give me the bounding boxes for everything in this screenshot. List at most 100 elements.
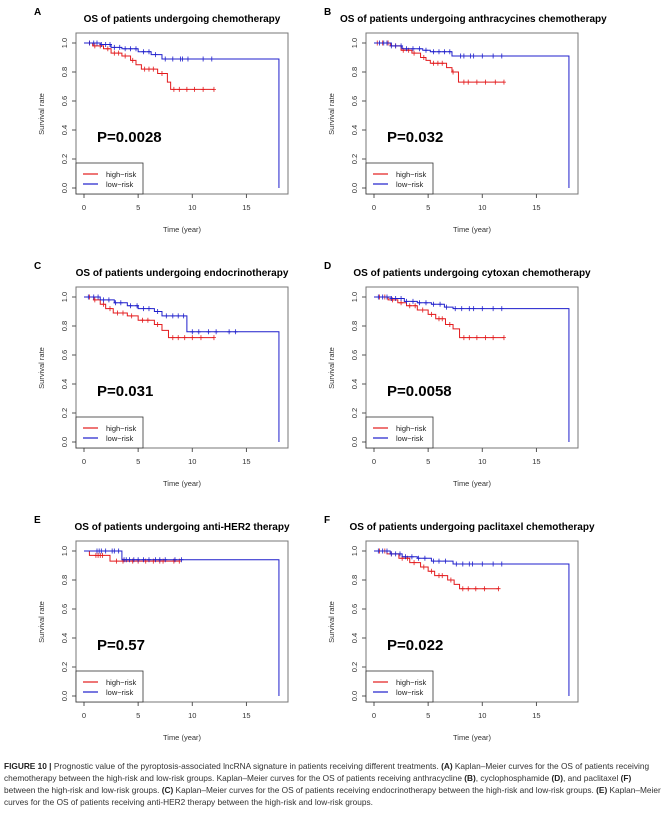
high-risk-censor-mark (431, 60, 436, 66)
low-risk-censor-mark (185, 56, 190, 62)
caption-ref: (F) (620, 773, 632, 783)
low-risk-censor-mark (404, 46, 409, 52)
low-risk-censor-mark (459, 306, 464, 312)
p-value: P=0.57 (97, 637, 145, 654)
low-risk-censor-mark (431, 49, 436, 55)
high-risk-censor-mark (491, 335, 496, 341)
high-risk-censor-mark (412, 50, 417, 56)
low-risk-censor-mark (103, 548, 108, 554)
y-tick-label: 0.8 (350, 321, 359, 331)
low-risk-censor-mark (141, 557, 146, 563)
km-plot: D OS of patients undergoing cytoxan chemo… (324, 261, 591, 488)
high-risk-censor-mark (176, 335, 181, 341)
low-risk-censor-mark (117, 44, 122, 50)
low-risk-censor-mark (96, 294, 101, 300)
x-tick-label: 10 (188, 457, 196, 466)
low-risk-censor-mark (384, 40, 389, 46)
low-risk-censor-mark (116, 548, 121, 554)
caption-ref: (C) (161, 785, 174, 795)
low-risk-censor-mark (376, 548, 381, 554)
p-value: P=0.0028 (97, 129, 162, 146)
high-risk-censor-mark (92, 43, 97, 49)
low-risk-censor-mark (170, 56, 175, 62)
legend-box (365, 670, 434, 703)
x-tick-label: 0 (372, 711, 376, 720)
high-risk-censor-mark (407, 303, 412, 309)
low-risk-censor-mark (99, 548, 104, 554)
low-risk-censor-mark (470, 561, 475, 567)
km-panel-d: D OS of patients undergoing cytoxan chemo… (320, 254, 610, 508)
low-risk-censor-mark (444, 304, 449, 310)
low-risk-censor-mark (471, 53, 476, 59)
legend-label-high-risk: high−risk (396, 170, 426, 179)
y-axis-label: Survival rate (37, 347, 46, 389)
high-risk-censor-mark (155, 322, 160, 328)
high-risk-censor-mark (129, 313, 134, 319)
low-risk-censor-mark (153, 557, 158, 563)
low-risk-censor-mark (172, 557, 177, 563)
plot-frame (75, 540, 289, 703)
legend-label-high-risk: high−risk (396, 424, 426, 433)
chart-title: OS of patients undergoing chemotherapy (84, 14, 281, 25)
y-axis-label: Survival rate (37, 93, 46, 135)
high-risk-censor-mark (130, 57, 135, 63)
high-risk-censor-mark (92, 297, 97, 303)
legend-label-high-risk: high−risk (106, 170, 136, 179)
high-risk-censor-mark (184, 86, 189, 92)
low-risk-censor-mark (409, 554, 414, 560)
low-risk-censor-mark (118, 300, 123, 306)
low-risk-censor-mark (206, 329, 211, 335)
low-risk-censor-mark (141, 49, 146, 55)
km-panel-a: A OS of patients undergoing chemotherapy 0… (30, 0, 320, 254)
low-risk-censor-mark (393, 551, 398, 557)
y-tick-label: 0.0 (350, 183, 359, 193)
y-tick-label: 1.0 (60, 38, 69, 48)
low-risk-censor-mark (113, 300, 118, 306)
x-axis-label: Time (year) (453, 225, 492, 234)
plot-frame (75, 286, 289, 449)
high-risk-censor-mark (100, 552, 105, 558)
legend-label-high-risk: high−risk (106, 424, 136, 433)
panel-letter: B (324, 7, 331, 18)
low-risk-censor-mark (214, 329, 219, 335)
chart-title: OS of patients undergoing endocrinothera… (76, 268, 289, 279)
p-value: P=0.0058 (387, 383, 452, 400)
high-risk-censor-mark (474, 79, 479, 85)
high-risk-censor-mark (483, 335, 488, 341)
high-risk-censor-mark (211, 335, 216, 341)
x-axis-label: Time (year) (163, 479, 202, 488)
high-risk-censor-mark (105, 46, 110, 52)
panel-letter: F (324, 515, 330, 526)
y-tick-label: 1.0 (350, 38, 359, 48)
low-risk-censor-mark (131, 557, 136, 563)
y-tick-label: 1.0 (350, 546, 359, 556)
y-tick-label: 0.2 (60, 408, 69, 418)
low-risk-censor-mark (106, 297, 111, 303)
low-risk-censor-mark (443, 558, 448, 564)
low-risk-censor-mark (416, 555, 421, 561)
x-axis-label: Time (year) (453, 733, 492, 742)
low-risk-censor-mark (461, 53, 466, 59)
high-risk-censor-mark (467, 335, 472, 341)
low-risk-censor-mark (447, 49, 452, 55)
low-risk-censor-mark (453, 306, 458, 312)
x-tick-label: 5 (136, 203, 140, 212)
high-risk-censor-mark (473, 586, 478, 592)
low-risk-censor-mark (377, 40, 382, 46)
x-tick-label: 0 (82, 457, 86, 466)
high-risk-censor-mark (140, 317, 145, 323)
p-value: P=0.022 (387, 637, 443, 654)
low-risk-censor-mark (196, 329, 201, 335)
low-risk-censor-mark (155, 309, 160, 314)
chart-title: OS of patients undergoing anti-HER2 ther… (74, 522, 289, 533)
y-tick-label: 0.4 (350, 125, 359, 135)
low-risk-censor-mark (410, 298, 415, 304)
high-risk-censor-mark (413, 303, 418, 309)
high-risk-censor-mark (107, 306, 112, 312)
chart-title: OS of patients undergoing paclitaxel che… (349, 522, 594, 533)
high-risk-censor-mark (171, 86, 176, 92)
y-tick-label: 0.4 (350, 633, 359, 643)
low-risk-censor-mark (99, 41, 104, 47)
low-risk-censor-mark (436, 558, 441, 564)
y-tick-label: 0.8 (350, 67, 359, 77)
